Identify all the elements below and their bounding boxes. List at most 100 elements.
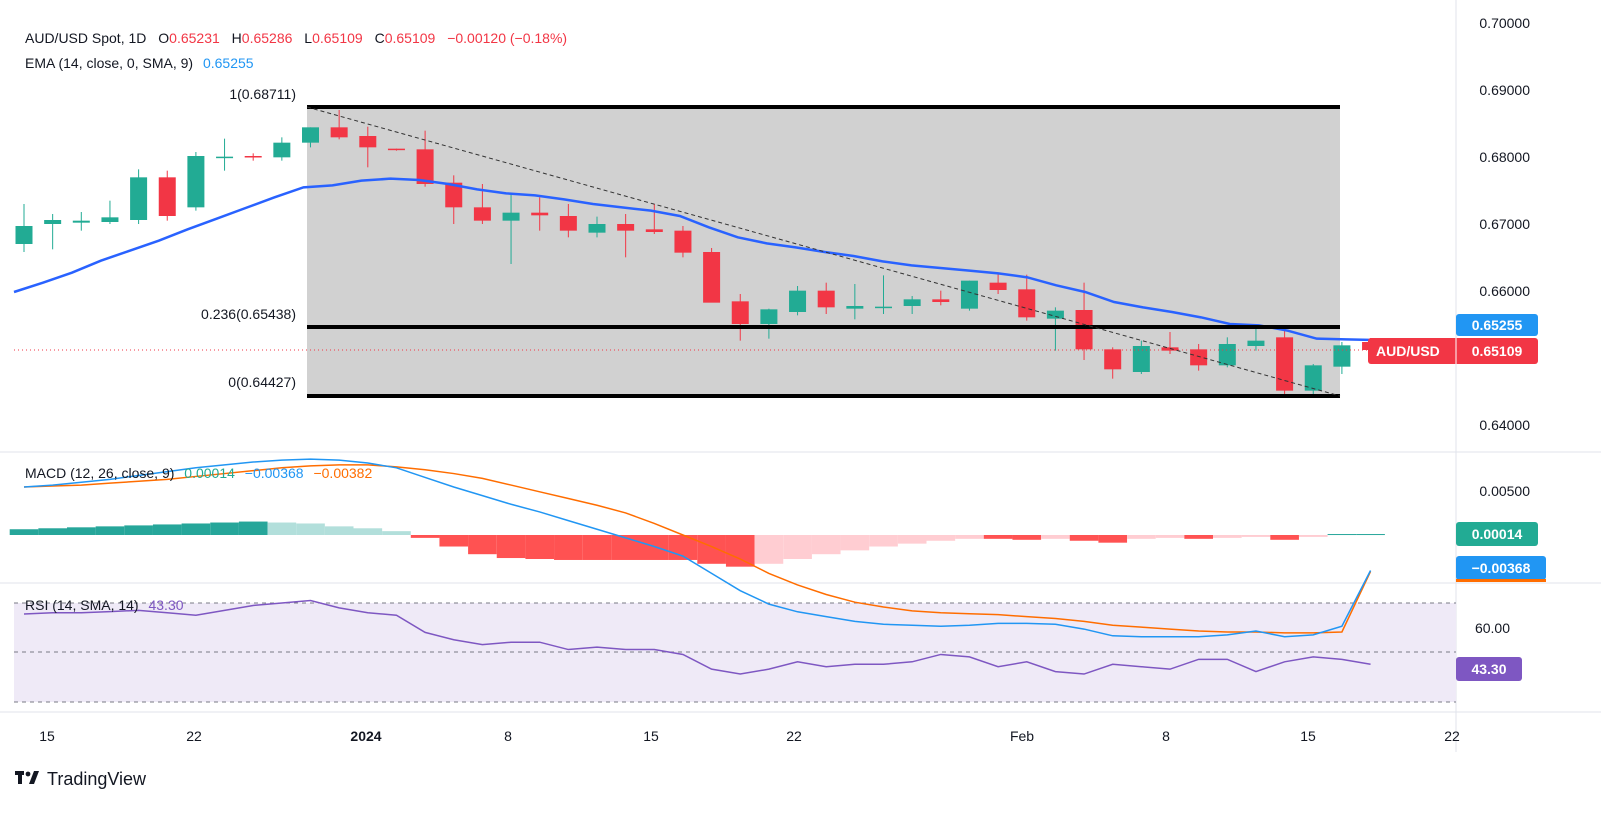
- candle: [932, 290, 950, 306]
- low-label: L: [304, 30, 312, 46]
- candle-body: [1276, 337, 1294, 391]
- macd-hist-bar: [1155, 535, 1185, 538]
- time-tick: 8: [504, 728, 512, 744]
- macd-hist-bar: [955, 535, 984, 539]
- candle-body: [273, 142, 291, 158]
- candle-body: [359, 136, 377, 148]
- candle-body: [817, 290, 835, 308]
- low-value: 0.65109: [312, 30, 363, 46]
- candle: [502, 194, 520, 264]
- candle: [1104, 347, 1122, 379]
- candle: [359, 126, 377, 168]
- fib-label-0: 0(0.64427): [228, 374, 296, 390]
- legend-macd: MACD (12, 26, close, 9) 0.00014 −0.00368…: [25, 465, 372, 481]
- macd-line: [23, 458, 1372, 638]
- ema-badge-text: 0.65255: [1472, 317, 1523, 333]
- candle-body: [588, 224, 606, 233]
- candle-body: [1075, 310, 1093, 350]
- last-price-badge: [1368, 338, 1538, 364]
- macd-hist-bar: [1241, 535, 1271, 537]
- time-tick: 15: [643, 728, 659, 744]
- candle-body: [559, 216, 577, 231]
- macd-hist-bar: [1012, 535, 1042, 540]
- candle-body: [989, 282, 1007, 290]
- high-value: 0.65286: [242, 30, 293, 46]
- rsi-line: [23, 599, 1371, 675]
- candle-body: [101, 217, 119, 222]
- candle: [1333, 342, 1351, 374]
- macd-hist-bar: [38, 528, 67, 535]
- candle-body: [903, 299, 921, 306]
- candle: [244, 153, 262, 161]
- candle: [645, 204, 663, 234]
- macd-hist-bar: [296, 523, 325, 535]
- macd-hist-bar: [382, 531, 411, 535]
- candle-body: [216, 156, 234, 159]
- time-tick: 22: [1444, 728, 1460, 744]
- price-tick: 0.66000: [1479, 283, 1530, 299]
- candle-body: [703, 252, 721, 303]
- candle-body: [1046, 310, 1064, 319]
- macd-hist-bar: [1098, 535, 1128, 543]
- macd-hist-bar: [468, 535, 497, 555]
- candle-body: [158, 177, 176, 216]
- candle-body: [1218, 344, 1236, 366]
- rsi-value: 43.30: [148, 597, 183, 613]
- candle-body: [1190, 349, 1208, 366]
- candle: [1218, 337, 1236, 368]
- ema-layer: [13, 177, 1375, 342]
- macd-hist-bar: [267, 522, 297, 535]
- macd-hist-bar: [640, 535, 669, 560]
- time-tick: 22: [786, 728, 802, 744]
- candle: [846, 284, 864, 320]
- candle-body: [130, 177, 148, 220]
- candle: [158, 170, 176, 221]
- macd-hist-bar: [1356, 534, 1385, 536]
- candle: [760, 308, 778, 339]
- macd-line-badge: [1456, 556, 1546, 580]
- candle: [72, 212, 90, 231]
- candle: [789, 286, 807, 316]
- macd-hist-bar: [238, 521, 268, 535]
- price-tick: 0.69000: [1479, 82, 1530, 98]
- candle: [44, 214, 62, 250]
- close-label: C: [375, 30, 385, 46]
- macd-hist-bar: [611, 535, 640, 560]
- candle-body: [44, 220, 62, 224]
- candle-body: [531, 212, 549, 216]
- tradingview-logo: [15, 771, 39, 784]
- macd-axis-tick: 0.00500: [1479, 483, 1530, 499]
- time-axis[interactable]: 15 22 2024 8 15 22 Feb 8 15 22: [39, 728, 1460, 744]
- candle: [330, 110, 348, 140]
- time-tick: 2024: [350, 728, 381, 744]
- rsi-badge: [1456, 657, 1522, 681]
- candle-body: [760, 309, 778, 324]
- candle: [559, 204, 577, 238]
- price-axis[interactable]: 0.70000 0.69000 0.68000 0.67000 0.66000 …: [1479, 15, 1530, 433]
- candle: [387, 148, 405, 151]
- price-tick: 0.67000: [1479, 216, 1530, 232]
- macd-hist-bar: [926, 535, 956, 541]
- rsi-layer: [23, 599, 1371, 675]
- macd-hist-bar: [1069, 535, 1099, 541]
- macd-hist-bar: [124, 525, 153, 535]
- candle: [101, 200, 119, 224]
- macd-signal-value: −0.00382: [313, 465, 372, 481]
- candle-body: [617, 224, 635, 231]
- macd-hist-bar: [897, 535, 927, 544]
- macd-hist-bar: [1041, 535, 1070, 539]
- macd-hist-bar: [324, 526, 354, 535]
- macd-hist-bar: [353, 528, 383, 535]
- price-tick: 0.68000: [1479, 149, 1530, 165]
- price-tick: 0.70000: [1479, 15, 1530, 31]
- candle-body: [473, 207, 491, 221]
- ema-line: [13, 177, 1375, 342]
- ema-label: EMA (14, close, 0, SMA, 9): [25, 55, 193, 71]
- macd-line-badge-text: −0.00368: [1472, 560, 1531, 576]
- candle: [674, 226, 692, 258]
- close-value: 0.65109: [385, 30, 436, 46]
- macd-hist-bar: [410, 535, 440, 538]
- macd-signal-line: [23, 464, 1372, 634]
- candle-body: [445, 182, 463, 208]
